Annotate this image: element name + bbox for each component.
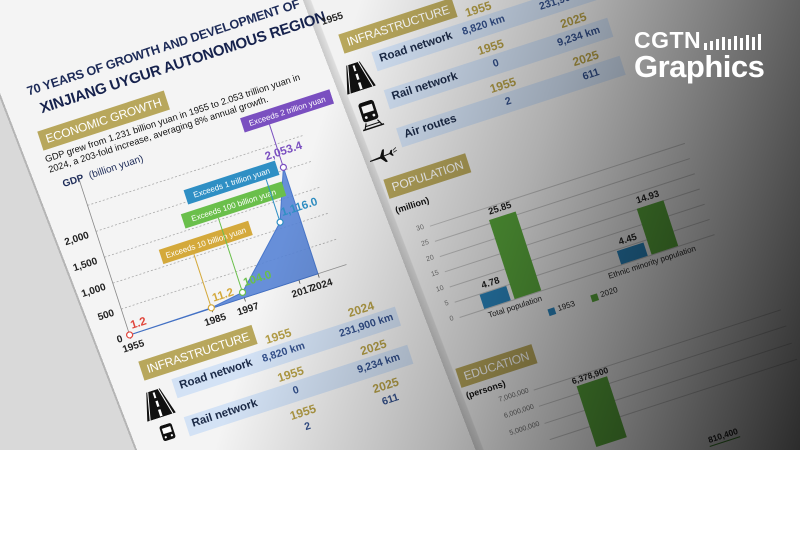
y-tick-label: 1,500 <box>72 256 100 274</box>
y-tick-label: 500 <box>97 308 117 324</box>
x-tick <box>317 273 320 278</box>
x-tick-label: 1997 <box>236 301 261 318</box>
data-point <box>126 331 134 339</box>
annotation-text: Exceeds 10 billion yuan <box>165 226 248 261</box>
x-tick-label: 1955 <box>121 338 146 355</box>
x-tick <box>243 297 246 302</box>
x-tick-label: 2024 <box>310 277 335 294</box>
data-point <box>279 163 287 171</box>
y-tick-label: 2,000 <box>63 230 91 248</box>
annotation-connector <box>193 254 212 308</box>
cgtn-graphics-logo: CGTN Graphics <box>634 27 765 84</box>
y-tick-label: 1,000 <box>80 282 108 300</box>
logo-bottom: Graphics <box>634 49 765 84</box>
x-tick-label: 1985 <box>203 311 228 328</box>
data-point <box>207 304 215 312</box>
logo-top: CGTN <box>634 27 702 53</box>
bar-chart-icon <box>704 34 761 50</box>
x-tick <box>298 279 301 284</box>
data-label: 2,053.4 <box>264 140 305 163</box>
